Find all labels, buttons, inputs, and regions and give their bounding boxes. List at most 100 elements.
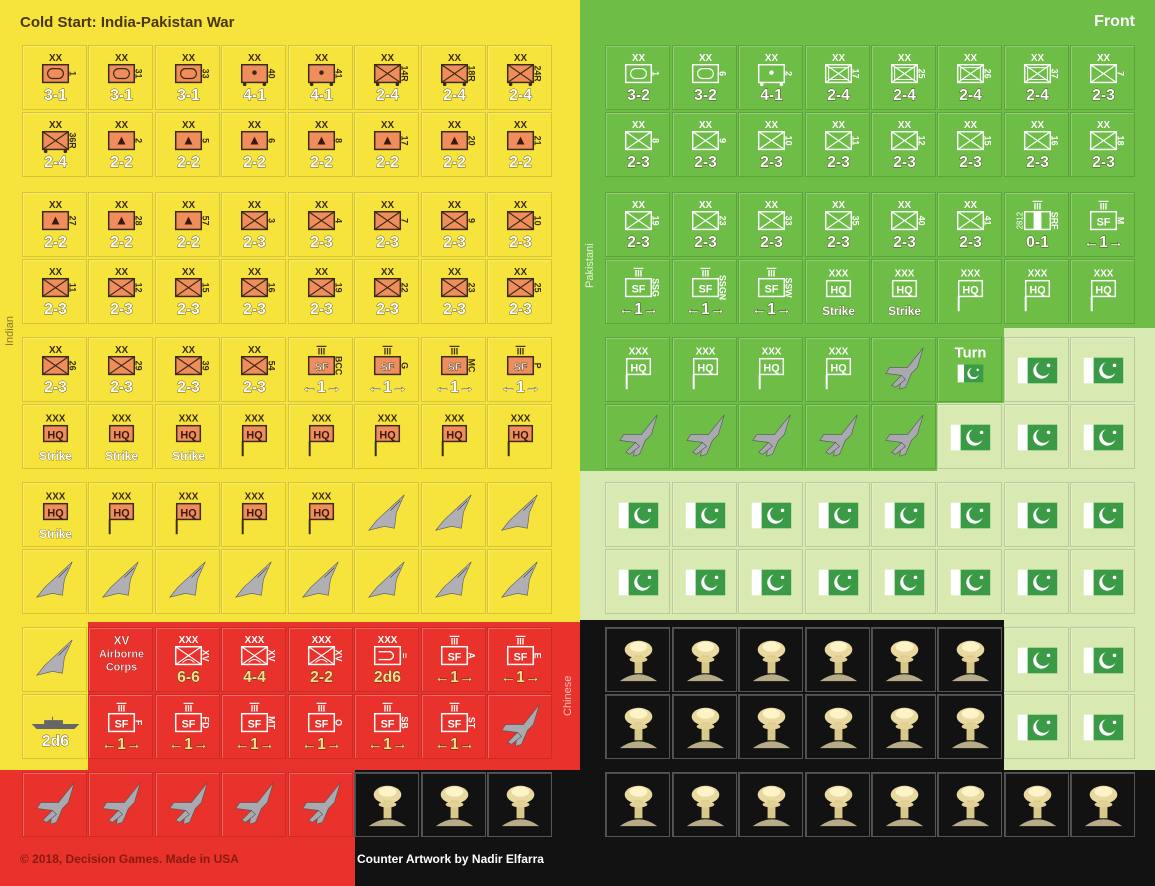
counter-nuke-nuke[interactable]	[487, 772, 552, 837]
counter-pak-hq[interactable]: XXX HQ Strike	[871, 259, 936, 324]
counter-light-flag[interactable]	[1004, 694, 1069, 759]
counter-pak-inf-12[interactable]: XX 12 2-3	[871, 112, 936, 177]
counter-india-inf-22[interactable]: XX 22 2-3	[354, 259, 419, 324]
counter-china-sf-FD[interactable]: III SF FD ←1→	[155, 694, 220, 759]
counter-india-inf-54[interactable]: XX 54 2-3	[221, 337, 286, 402]
counter-pak-jet[interactable]	[605, 404, 670, 469]
counter-india-delta[interactable]	[354, 482, 419, 547]
counter-india-mountain-27[interactable]: XX 27 2-2	[22, 192, 87, 257]
counter-india-inf-23[interactable]: XX 23 2-3	[421, 259, 486, 324]
counter-pak-jet[interactable]	[871, 404, 936, 469]
counter-india-delta[interactable]	[221, 549, 286, 614]
counter-pak-inf-9[interactable]: XX 9 2-3	[672, 112, 737, 177]
counter-light-flag[interactable]	[871, 549, 936, 614]
counter-pak-hq[interactable]: XXX HQ Strike	[805, 259, 870, 324]
counter-pak-hqflag[interactable]: XXX HQ	[738, 337, 803, 402]
counter-light-flag[interactable]	[672, 482, 737, 547]
counter-india-motinf-24R[interactable]: XX 24R 2-4	[487, 45, 552, 110]
counter-india-delta[interactable]	[155, 549, 220, 614]
counter-nuke-nuke[interactable]	[805, 627, 870, 692]
counter-india-inf-10[interactable]: XX 10 2-3	[487, 192, 552, 257]
counter-india-delta[interactable]	[421, 549, 486, 614]
counter-light-flag[interactable]	[1070, 337, 1135, 402]
counter-india-inf-19[interactable]: XX 19 2-3	[288, 259, 353, 324]
counter-pak-inf-35[interactable]: XX 35 2-3	[805, 192, 870, 257]
counter-pak-inf-8[interactable]: XX 8 2-3	[605, 112, 670, 177]
counter-pak-hqflag[interactable]: XXX HQ	[1070, 259, 1135, 324]
counter-india-mountain-17[interactable]: XX 17 2-2	[354, 112, 419, 177]
counter-india-inf-12[interactable]: XX 12 2-3	[88, 259, 153, 324]
counter-india-motart-41[interactable]: XX 41 4-1	[288, 45, 353, 110]
counter-china-jet[interactable]	[221, 772, 286, 837]
counter-india-hqflag[interactable]: XXX HQ	[288, 404, 353, 469]
counter-pak-jet[interactable]	[738, 404, 803, 469]
counter-light-flag[interactable]	[1004, 404, 1069, 469]
counter-india-armor-1[interactable]: XX 1 3-1	[22, 45, 87, 110]
counter-nuke-nuke[interactable]	[871, 772, 936, 837]
counter-india-motinf-18R[interactable]: XX 18R 2-4	[421, 45, 486, 110]
counter-india-mountain-57[interactable]: XX 57 2-2	[155, 192, 220, 257]
counter-china-jet[interactable]	[88, 772, 153, 837]
counter-light-flag[interactable]	[605, 549, 670, 614]
counter-china-sf-MT[interactable]: III SF MT ←1→	[221, 694, 286, 759]
counter-india-hq[interactable]: XXX HQ Strike	[22, 482, 87, 547]
counter-light-flag[interactable]	[1004, 337, 1069, 402]
counter-india-mountain-28[interactable]: XX 28 2-2	[88, 192, 153, 257]
counter-india-delta[interactable]	[288, 549, 353, 614]
counter-india-hqflag[interactable]: XXX HQ	[487, 404, 552, 469]
counter-india-delta[interactable]	[487, 549, 552, 614]
counter-nuke-nuke[interactable]	[937, 627, 1002, 692]
counter-china-jet[interactable]	[22, 772, 87, 837]
counter-india-sf-BCC[interactable]: III SF BCC ←1→	[288, 337, 353, 402]
counter-pak-arminf-26[interactable]: XX 26 2-4	[937, 45, 1002, 110]
counter-nuke-nuke[interactable]	[937, 694, 1002, 759]
counter-pak-armor-6[interactable]: XX 6 3-2	[672, 45, 737, 110]
counter-pak-hqflag[interactable]: XXX HQ	[1004, 259, 1069, 324]
counter-india-armor-31[interactable]: XX 31 3-1	[88, 45, 153, 110]
counter-pak-arminf-17[interactable]: XX 17 2-4	[805, 45, 870, 110]
counter-pak-inf-41[interactable]: XX 41 2-3	[937, 192, 1002, 257]
counter-pak-jet[interactable]	[871, 337, 936, 402]
counter-india-hqflag[interactable]: XXX HQ	[88, 482, 153, 547]
counter-light-flag[interactable]	[871, 482, 936, 547]
counter-nuke-nuke[interactable]	[672, 772, 737, 837]
counter-china-sf-SB[interactable]: III SF SB ←1→	[354, 694, 419, 759]
counter-pak-srf-SRF[interactable]: III SRF 2812 0-1	[1004, 192, 1069, 257]
counter-india-inf-26[interactable]: XX 26 2-3	[22, 337, 87, 402]
counter-pak-inf-7[interactable]: XX 7 2-3	[1070, 45, 1135, 110]
counter-china-sf-ST[interactable]: III SF ST ←1→	[421, 694, 486, 759]
counter-pak-motart-2[interactable]: XX 2 4-1	[738, 45, 803, 110]
counter-india-mountain-20[interactable]: XX 20 2-2	[421, 112, 486, 177]
counter-india-inf-3[interactable]: XX 3 2-3	[221, 192, 286, 257]
counter-india-inf-16[interactable]: XX 16 2-3	[221, 259, 286, 324]
counter-india-inf-11[interactable]: XX 11 2-3	[22, 259, 87, 324]
counter-light-flag[interactable]	[1070, 627, 1135, 692]
counter-pak-armor-1[interactable]: XX 1 3-2	[605, 45, 670, 110]
counter-china-sf-E[interactable]: III SF E ←1→	[487, 627, 552, 692]
counter-india-hqflag[interactable]: XXX HQ	[221, 404, 286, 469]
counter-nuke-nuke[interactable]	[672, 694, 737, 759]
counter-india-hqflag[interactable]: XXX HQ	[421, 404, 486, 469]
counter-light-flag[interactable]	[605, 482, 670, 547]
counter-nuke-nuke[interactable]	[672, 627, 737, 692]
counter-india-inf-29[interactable]: XX 29 2-3	[88, 337, 153, 402]
counter-pak-inf-19[interactable]: XX 19 2-3	[605, 192, 670, 257]
counter-india-mountain-5[interactable]: XX 5 2-2	[155, 112, 220, 177]
counter-pak-jet[interactable]	[672, 404, 737, 469]
counter-nuke-nuke[interactable]	[738, 627, 803, 692]
counter-light-flag[interactable]	[937, 549, 1002, 614]
counter-india-mountain-6[interactable]: XX 6 2-2	[221, 112, 286, 177]
counter-pak-sf-SSW[interactable]: III SF SSW ←1→	[738, 259, 803, 324]
counter-nuke-nuke[interactable]	[738, 772, 803, 837]
counter-pak-hqflag[interactable]: XXX HQ	[605, 337, 670, 402]
counter-pak-sf-SSGN[interactable]: III SF SSGN ←1→	[672, 259, 737, 324]
counter-india-hq[interactable]: XXX HQ Strike	[155, 404, 220, 469]
counter-india-inf-7[interactable]: XX 7 2-3	[354, 192, 419, 257]
counter-pak-arminf-25[interactable]: XX 25 2-4	[871, 45, 936, 110]
counter-india-hq[interactable]: XXX HQ Strike	[22, 404, 87, 469]
counter-india-inf-39[interactable]: XX 39 2-3	[155, 337, 220, 402]
counter-china-label[interactable]: XV Airborne Corps	[88, 627, 153, 692]
counter-india-delta[interactable]	[22, 549, 87, 614]
counter-china-jet[interactable]	[288, 772, 353, 837]
counter-china-airmobile-x[interactable]: XXX = 2d6	[354, 627, 419, 692]
